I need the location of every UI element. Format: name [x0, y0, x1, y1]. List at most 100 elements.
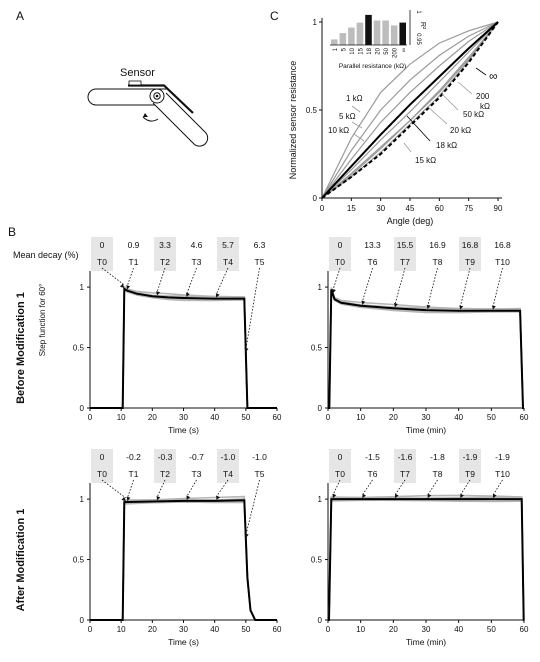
- series-leader-line: [403, 142, 412, 153]
- row-label-after: After Modification 1: [15, 509, 27, 612]
- time-point-label: T3: [192, 469, 202, 479]
- trial-trace: [328, 499, 525, 621]
- inset-bar: [356, 22, 364, 45]
- x-tick-label: 50: [487, 413, 496, 422]
- series-line: [321, 21, 499, 199]
- marker-arrow-head: [186, 292, 190, 298]
- chart-after-minutes: 0 10 20 30 40 50 60 0 0.5 1 Time (min) 0 T0 -1.5 T6 -1.…: [311, 449, 529, 647]
- decay-value: 0: [338, 452, 343, 462]
- marker-box: [217, 237, 239, 271]
- trial-trace: [328, 496, 525, 621]
- inset-bar: [331, 39, 338, 45]
- decay-value: 16.8: [462, 240, 479, 250]
- time-point-label: T1: [129, 469, 139, 479]
- marker-box: [154, 237, 176, 271]
- panel-letter-c: C: [270, 9, 279, 23]
- y-tick-label: 0.5: [73, 344, 85, 353]
- y-tick-label: 0: [80, 404, 85, 413]
- decay-value: 0: [338, 240, 343, 250]
- x-tick-label: 30: [179, 625, 188, 634]
- y-axis-label: Normalized sensor resistance: [288, 61, 298, 180]
- x-tick-label: 45: [406, 204, 415, 213]
- marker-arrow-line: [126, 267, 134, 287]
- decay-value: -0.7: [189, 452, 204, 462]
- marker-box: [394, 237, 416, 271]
- marker-arrow-head: [216, 495, 220, 500]
- axis-frame: [327, 483, 524, 621]
- decay-value: 6.3: [254, 240, 266, 250]
- series-label: 5 kΩ: [339, 112, 356, 121]
- sensor-strip: [128, 84, 194, 114]
- inset-bar: [365, 14, 372, 45]
- x-tick-label: 0: [320, 204, 325, 213]
- decay-value: 15.5: [397, 240, 414, 250]
- mean-trace: [328, 498, 525, 621]
- y-tick-label: 0: [313, 194, 318, 203]
- marker-box: [91, 449, 113, 483]
- panel-letter-a: A: [16, 9, 24, 23]
- y-tick-label: 1: [80, 283, 85, 292]
- y-tick-label: 1: [318, 495, 323, 504]
- x-tick-label: 50: [241, 625, 250, 634]
- marker-arrow-line: [427, 479, 438, 496]
- x-tick-label: 10: [356, 625, 365, 634]
- joint-proximal-segment: [87, 88, 168, 106]
- series-leader-line: [351, 121, 363, 129]
- inset-bar: [339, 33, 347, 45]
- decay-value: -1.8: [430, 452, 445, 462]
- x-tick-label: 30: [422, 413, 431, 422]
- time-point-label: T7: [400, 257, 410, 267]
- joint-illustration: Sensor: [87, 67, 209, 147]
- inset-category-label: 20: [376, 47, 382, 54]
- inset-category-label: 15: [359, 47, 365, 54]
- series-label: 1 kΩ: [346, 94, 363, 103]
- series-label: 50 kΩ: [463, 110, 484, 119]
- inset-bar: [348, 27, 355, 45]
- series-label: kΩ: [480, 102, 490, 111]
- decay-value: 0: [100, 240, 105, 250]
- decay-value: -1.0: [252, 452, 267, 462]
- decay-value: 0.9: [128, 240, 140, 250]
- marker-box: [329, 237, 351, 271]
- x-tick-label: 75: [464, 204, 473, 213]
- y-tick-label: 0.5: [311, 344, 323, 353]
- x-tick-label: 0: [326, 625, 331, 634]
- x-tick-label: 10: [356, 413, 365, 422]
- marker-box: [459, 449, 481, 483]
- time-point-label: T3: [192, 257, 202, 267]
- marker-arrow-line: [427, 267, 438, 307]
- trial-trace: [90, 289, 277, 409]
- time-point-label: T8: [433, 469, 443, 479]
- x-axis-label: Time (min): [406, 637, 446, 647]
- marker-arrow-line: [215, 267, 229, 295]
- series-line: [321, 21, 499, 199]
- time-point-label: T4: [223, 257, 233, 267]
- x-tick-label: 20: [148, 625, 157, 634]
- series-leader-line: [441, 93, 459, 111]
- trial-trace: [328, 287, 524, 409]
- decay-value: -1.6: [398, 452, 413, 462]
- time-point-label: T10: [495, 469, 510, 479]
- axis-frame: [89, 271, 277, 409]
- trial-trace: [90, 285, 277, 409]
- marker-arrow-head: [492, 493, 497, 499]
- inset-category-label: 1: [333, 47, 339, 51]
- x-tick-label: 40: [454, 625, 463, 634]
- step-function-label: Step function for 60°: [38, 284, 47, 357]
- x-tick-label: 60: [435, 204, 444, 213]
- series-label: 18 kΩ: [436, 141, 457, 150]
- marker-arrow-head: [361, 300, 366, 305]
- x-tick-label: 90: [494, 204, 503, 213]
- x-tick-label: 30: [422, 625, 431, 634]
- mean-trace: [90, 287, 277, 409]
- decay-value: -1.9: [463, 452, 478, 462]
- x-tick-label: 0: [326, 413, 331, 422]
- marker-arrow-head: [244, 348, 249, 353]
- x-tick-label: 20: [148, 413, 157, 422]
- marker-arrow-head: [394, 302, 398, 308]
- chart-before-seconds: 0 10 20 30 40 50 60 0 0.5 1 Time (s) 0 T0 0.9 T1 3.3 T2 4…: [73, 237, 282, 435]
- y-tick-label: 0.5: [311, 556, 323, 565]
- decay-value: 0: [100, 452, 105, 462]
- time-point-label: T0: [335, 469, 345, 479]
